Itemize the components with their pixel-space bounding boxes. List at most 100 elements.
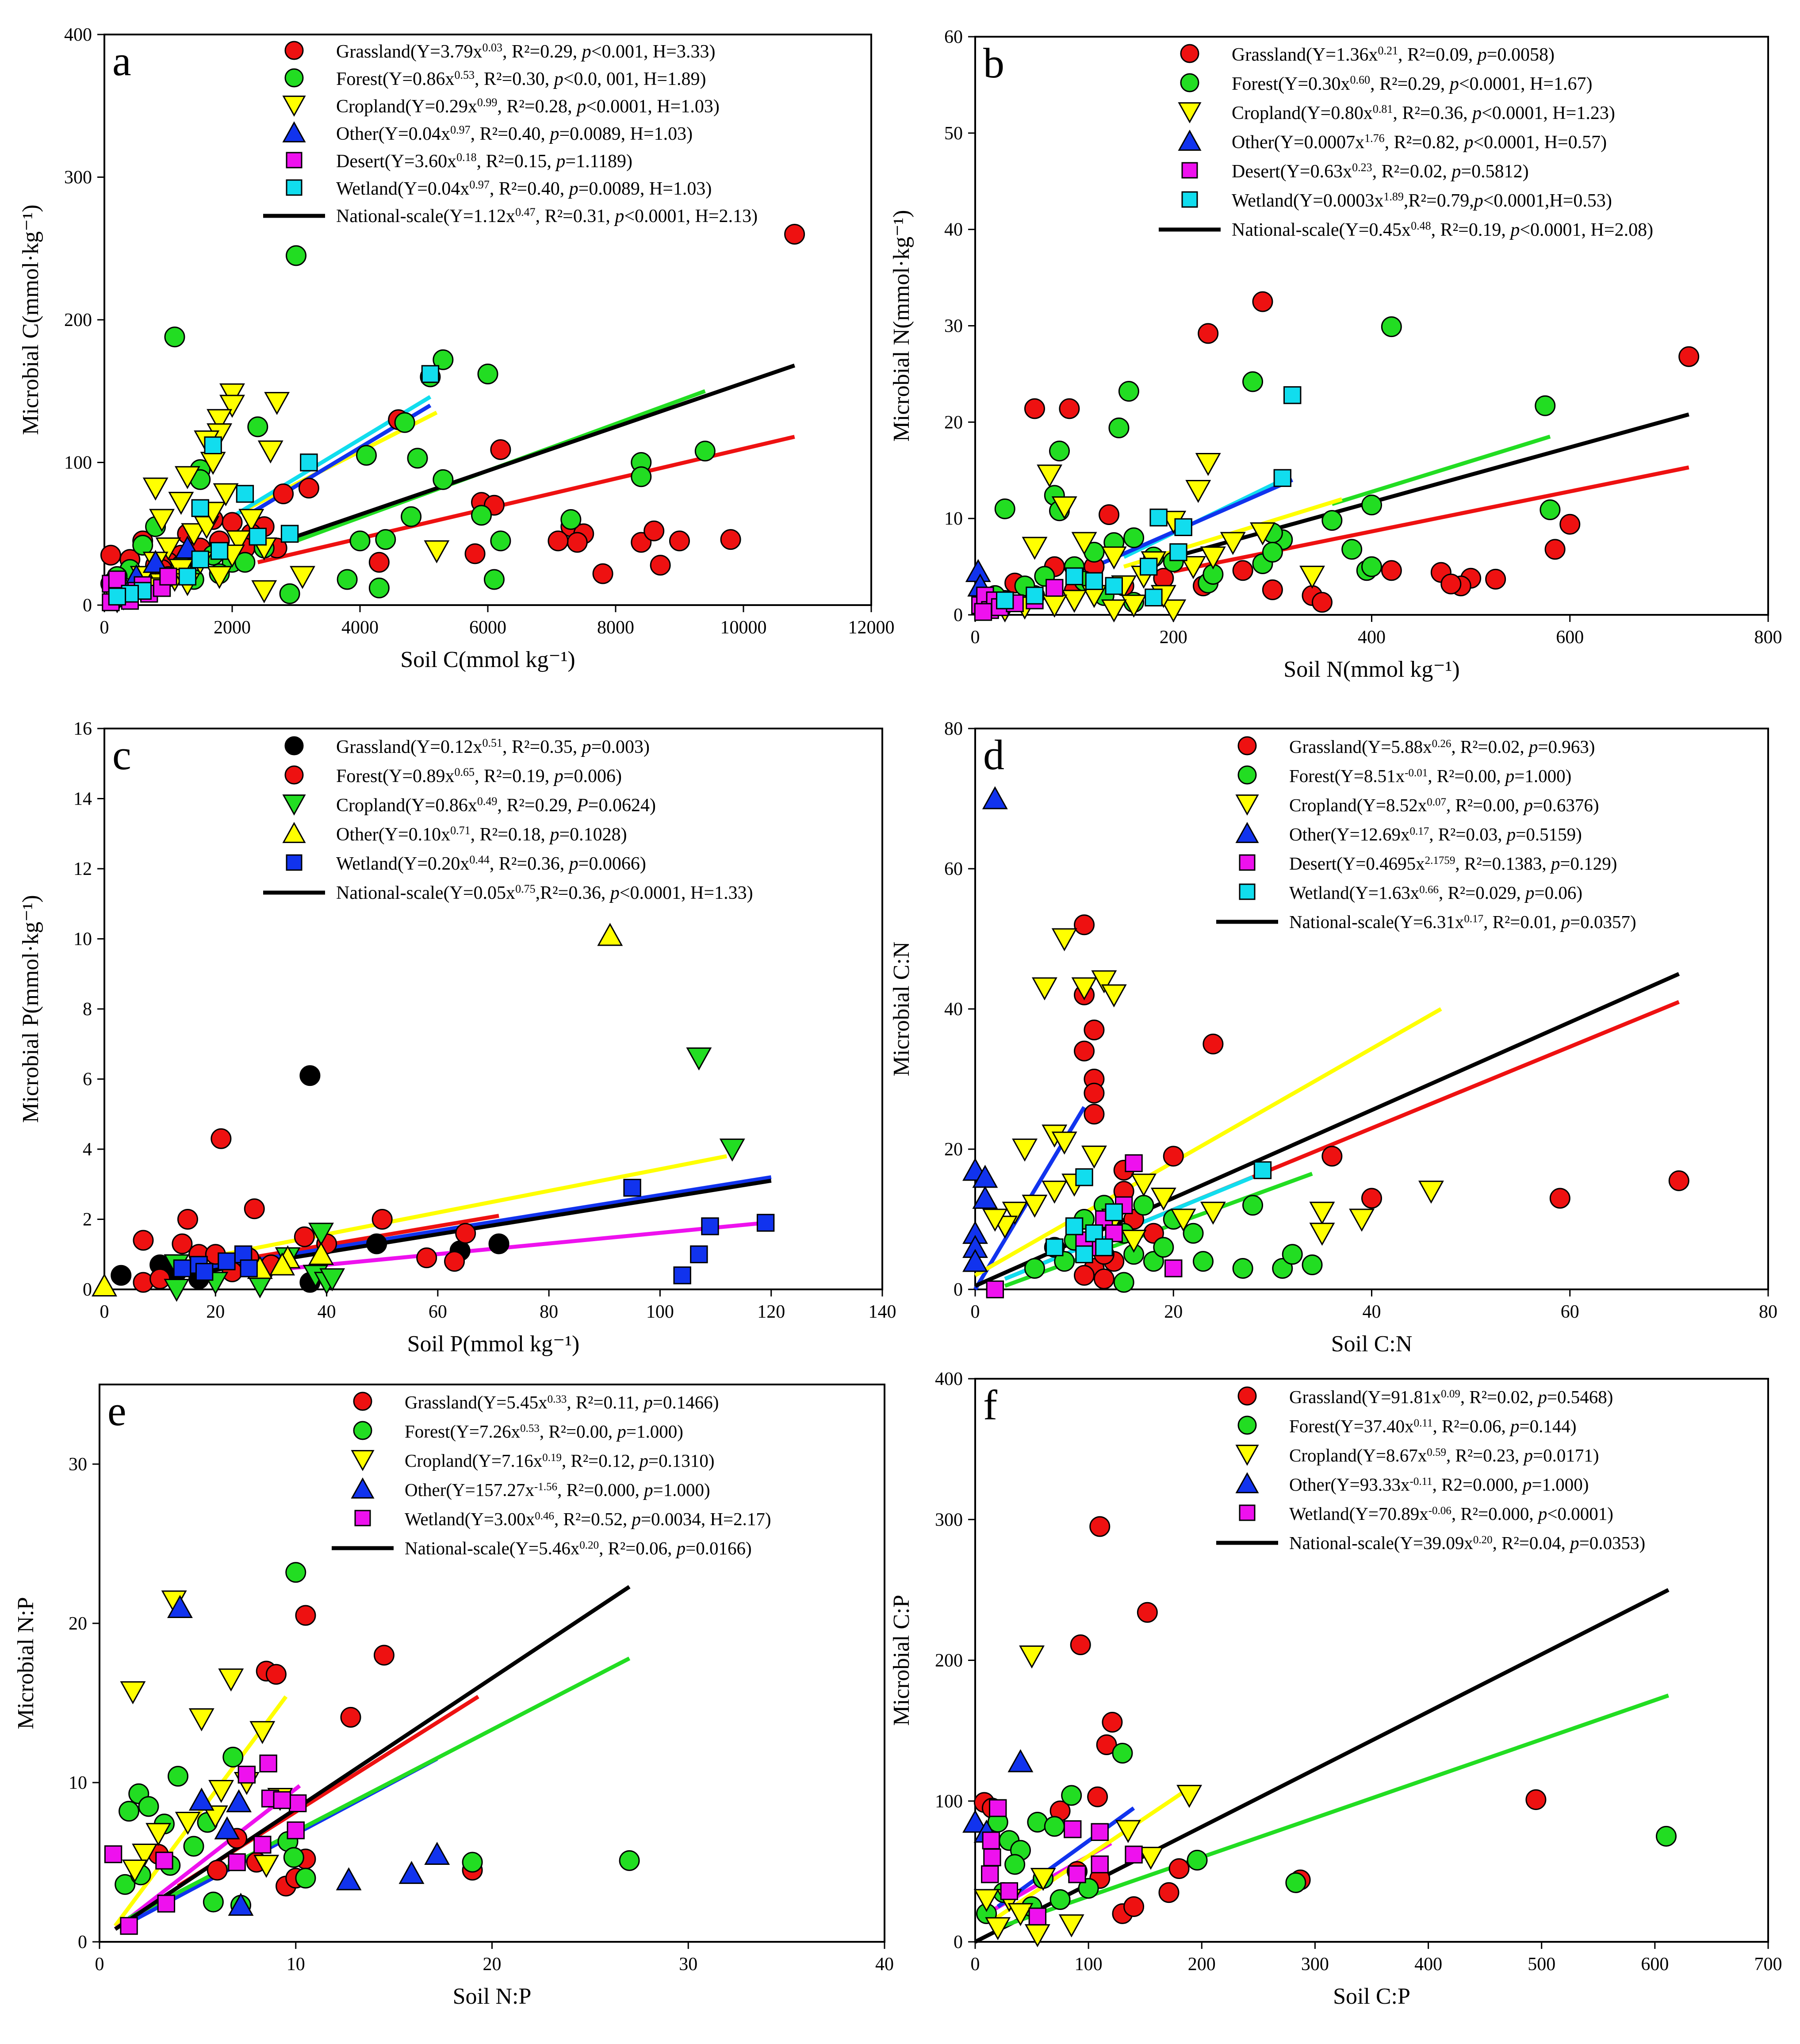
legend-marker [1178,102,1202,123]
data-point [295,1868,316,1889]
data-point [994,498,1015,519]
data-point [1028,1907,1047,1925]
data-point [1059,398,1080,419]
x-tick-label: 0 [971,627,980,648]
data-point [164,326,185,348]
legend-label: Cropland(Y=0.29x0.99, R²=0.28, p<0.0001,… [336,96,720,117]
data-point [228,1893,254,1916]
series-other [167,1595,450,1916]
data-point [1169,543,1187,561]
data-point [226,1789,252,1813]
data-point [1153,1237,1174,1258]
y-tick-label: 300 [64,168,92,188]
legend-label: Cropland(Y=7.16x0.19, R²=0.12, p=0.1310) [405,1450,715,1471]
fit-line-green [997,1693,1670,1930]
data-point [981,1865,999,1883]
data-point [1046,1238,1064,1257]
data-point [1030,1868,1056,1891]
data-point [174,466,200,489]
data-point [1037,464,1063,488]
data-point [962,1249,988,1272]
y-tick-label: 200 [935,1651,963,1671]
data-point [720,529,741,550]
panel-letter: d [983,731,1004,778]
data-point [222,1746,244,1768]
y-tick-label: 40 [944,220,963,240]
x-tick-label: 0 [971,1954,980,1975]
data-point [1341,539,1363,560]
data-point [191,499,209,517]
data-point [285,1562,306,1583]
data-point [407,448,428,469]
legend-marker [284,765,304,785]
fit-line-red [1173,465,1689,574]
legend-marker [1239,854,1256,871]
data-point [120,1681,146,1704]
series-wetland [104,1754,307,1935]
legend-label: Forest(Y=0.89x0.65, R²=0.19, p=0.006) [336,766,622,787]
fit-line-black [1173,412,1689,559]
data-point [1302,1254,1323,1276]
data-point [1031,977,1057,1001]
fit-line-yellow [991,1789,1186,1922]
legend-label: Other(Y=12.69x0.17, R²=0.03, p=0.5159) [1289,824,1582,844]
data-point [1361,495,1382,516]
data-point [157,1894,176,1913]
data-point [1540,499,1561,521]
panel-letter: f [983,1381,997,1429]
legend-marker [286,854,303,871]
data-point [1200,1201,1226,1225]
y-tick-label: 0 [954,1932,963,1952]
data-point [1381,560,1402,581]
data-point [1042,1181,1068,1204]
data-point [548,530,569,552]
data-point [214,1816,240,1840]
x-tick-label: 20 [1164,1302,1183,1322]
data-point [1311,592,1333,613]
data-point [375,529,396,550]
y-tick-label: 0 [954,605,963,625]
data-point [1099,504,1120,525]
data-point [219,383,245,406]
series-wetland [981,1799,1143,1925]
x-tick-label: 100 [1075,1954,1103,1975]
data-point [247,1275,273,1299]
legend-label: Other(Y=157.27x-1.56, R²=0.000, p=1.000) [405,1480,710,1500]
data-point [207,566,233,589]
data-point [100,545,121,566]
legend-label: Forest(Y=7.26x0.53, R²=0.00, p=1.000) [405,1421,683,1442]
y-tick-label: 10 [73,929,92,950]
data-point [1485,568,1506,590]
panel-c: 0 20 40 60 80 100 120 140 0 2 4 6 8 10 12 14 16 Soil P(mm… [18,719,896,1357]
data-point [222,512,243,533]
legend-label: Forest(Y=8.51x-0.01, R²=0.00, p=1.000) [1289,766,1571,786]
legend-marker [284,736,304,755]
data-point [1096,1734,1117,1755]
legend-label: Cropland(Y=0.86x0.49, R²=0.29, P=0.0624) [336,795,656,816]
data-point [1000,1882,1019,1900]
data-point [1058,1914,1084,1937]
data-point [444,1251,465,1272]
data-point [1012,1139,1038,1162]
data-point [1007,1749,1034,1772]
data-point [283,1847,304,1868]
data-point [1250,522,1275,546]
data-point [257,440,283,464]
x-tick-label: 800 [1754,627,1782,648]
data-point [236,485,254,503]
legend-marker [1235,822,1259,843]
x-tick-label: 60 [1561,1302,1579,1322]
y-axis-title: Microbial C:P [889,1595,914,1726]
y-tick-label: 80 [944,719,963,739]
legend: Grassland(Y=0.12x0.51, R²=0.35, p=0.003)… [263,736,753,903]
data-point [1349,1208,1375,1232]
data-point [989,1799,1007,1817]
data-point [1192,1251,1214,1272]
data-point [1133,1195,1154,1216]
data-point [1027,1811,1048,1833]
data-point [1198,323,1219,344]
data-point [597,923,623,946]
y-tick-label: 30 [69,1454,87,1475]
legend-marker [1239,1504,1256,1521]
data-point [249,528,267,546]
